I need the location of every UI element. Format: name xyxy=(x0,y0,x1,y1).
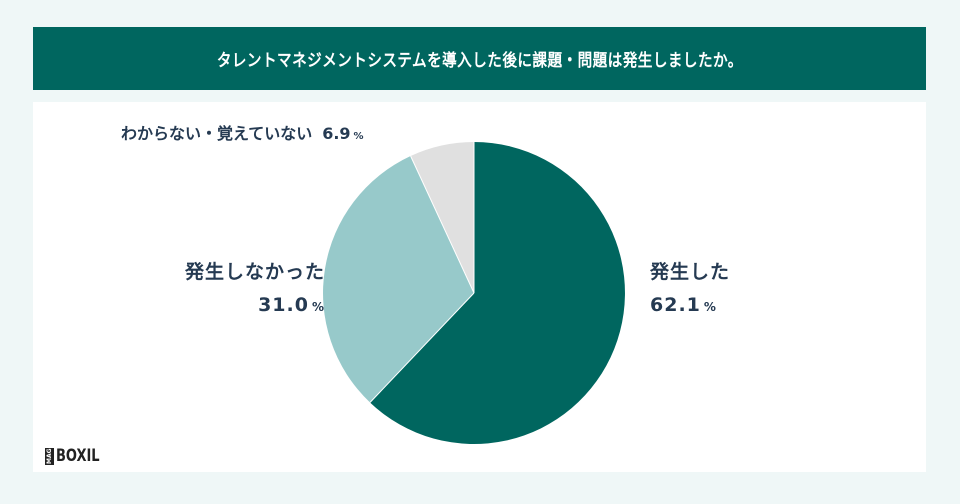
label-no-unit: % xyxy=(311,300,325,314)
label-no-name: 発生しなかった xyxy=(184,261,325,283)
label-yes-value: 62.1 xyxy=(650,294,701,316)
label-unknown-name: わからない・覚えていない xyxy=(121,124,313,143)
logo-mag-badge: MAG xyxy=(45,447,54,465)
slice-yes xyxy=(370,142,625,444)
slice-unknown xyxy=(410,142,474,293)
label-yes-unit: % xyxy=(703,300,717,314)
label-yes: 発生した 62.1% xyxy=(650,256,730,324)
label-unknown-value: 6.9 xyxy=(322,124,351,143)
pie-chart xyxy=(323,142,625,444)
label-no: 発生しなかった 31.0% xyxy=(185,256,325,324)
chart-card: わからない・覚えていない 6.9% 発生しなかった 31.0% 発生した 62.1… xyxy=(33,102,926,472)
boxil-logo: MAG BOXIL xyxy=(45,445,107,467)
label-yes-name: 発生した xyxy=(650,261,731,283)
label-unknown-unit: % xyxy=(353,131,364,142)
chart-title: タレントマネジメントシステムを導入した後に課題・問題は発生しましたか。 xyxy=(216,51,743,71)
logo-text: BOXIL xyxy=(56,446,100,466)
label-no-value: 31.0 xyxy=(258,294,309,316)
chart-header: タレントマネジメントシステムを導入した後に課題・問題は発生しましたか。 xyxy=(33,27,926,90)
label-unknown: わからない・覚えていない 6.9% xyxy=(121,120,364,144)
slice-no xyxy=(323,156,474,403)
